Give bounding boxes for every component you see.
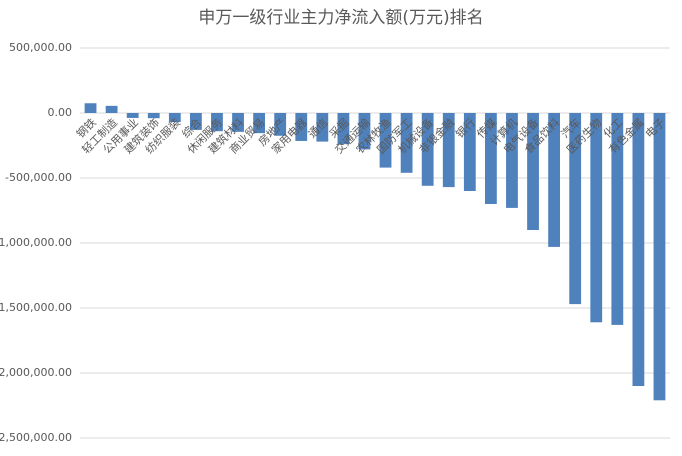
- bar: [358, 113, 371, 150]
- bar: [400, 113, 413, 173]
- bar: [168, 113, 181, 123]
- bar: [211, 113, 223, 132]
- bar: [569, 113, 582, 305]
- y-tick-label: 500,000.00: [9, 41, 72, 54]
- bar: [463, 113, 476, 191]
- bar: [421, 113, 434, 186]
- y-tick-label: -500,000.00: [5, 171, 72, 184]
- bar: [295, 113, 308, 141]
- bar: [548, 113, 561, 247]
- y-tick-label: -1,500,000.00: [0, 301, 72, 314]
- bar: [232, 113, 244, 132]
- bar: [105, 105, 118, 113]
- bar: [189, 113, 202, 130]
- bar: [337, 113, 350, 145]
- bar: [527, 113, 539, 230]
- y-tick-label: -1,000,000.00: [0, 236, 72, 249]
- bar: [442, 113, 455, 188]
- bar: [253, 113, 266, 134]
- bar: [611, 113, 624, 325]
- bar: [653, 113, 666, 401]
- bar: [126, 113, 139, 118]
- bar: [632, 113, 645, 386]
- y-tick-label: 0.00: [48, 106, 73, 119]
- bar: [147, 113, 160, 119]
- bar: [274, 113, 287, 136]
- y-tick-label: -2,500,000.00: [0, 431, 72, 444]
- chart-title: 申万一级行业主力净流入额(万元)排名: [198, 8, 483, 28]
- bar: [84, 103, 97, 113]
- bar: [379, 113, 392, 168]
- bar: [590, 113, 603, 323]
- bar: [484, 113, 497, 204]
- bar: [316, 113, 329, 142]
- y-tick-label: -2,000,000.00: [0, 366, 72, 379]
- bar: [506, 113, 518, 208]
